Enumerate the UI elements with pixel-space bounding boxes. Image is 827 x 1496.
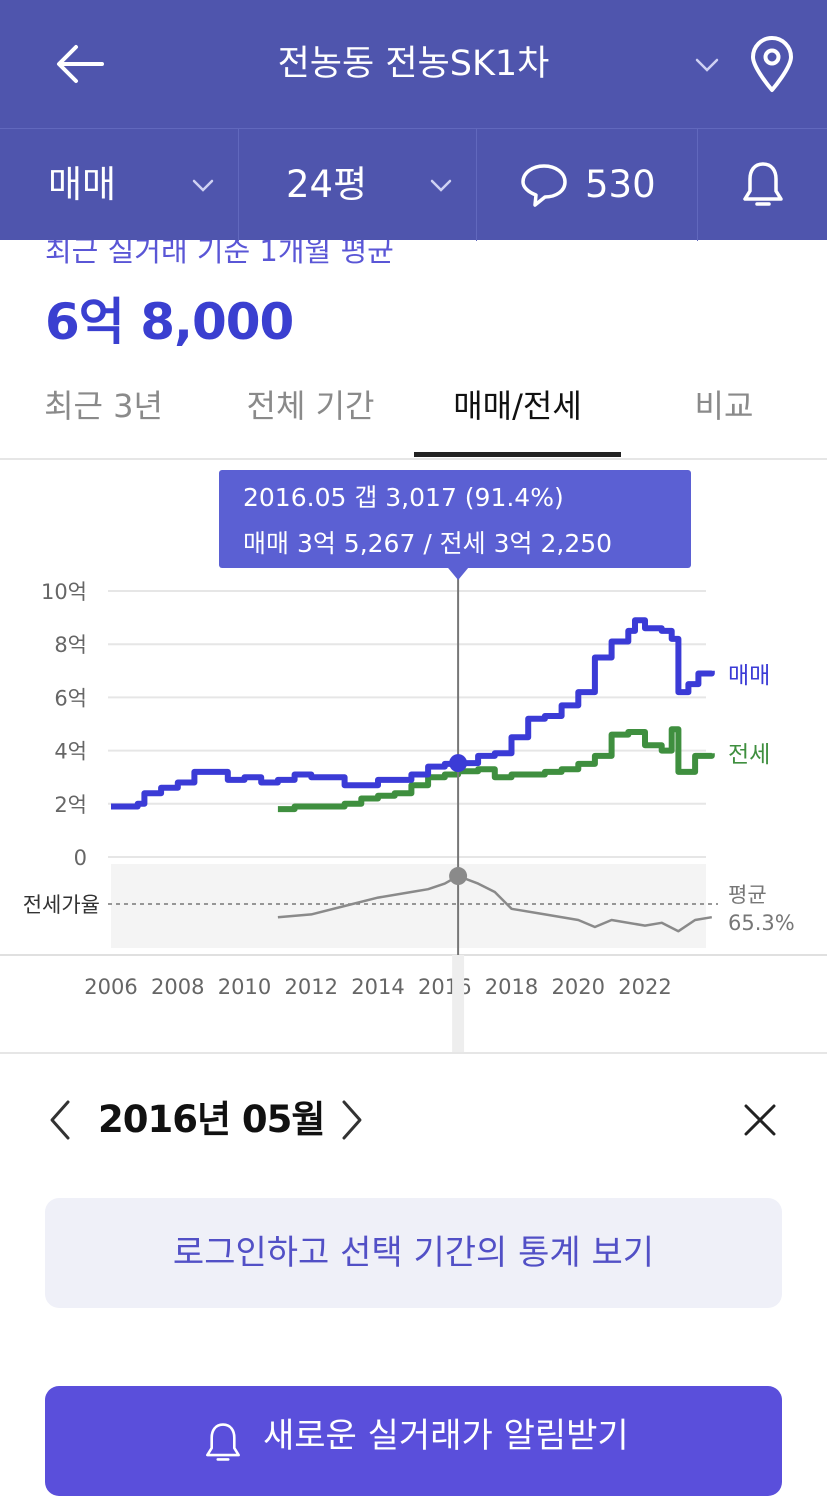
- back-arrow-icon: [57, 45, 104, 83]
- tooltip-box: [219, 470, 691, 568]
- login-stats-button[interactable]: 로그인하고 선택 기간의 통계 보기: [45, 1198, 782, 1308]
- notification-button[interactable]: [698, 129, 827, 241]
- tab-compare[interactable]: 비교: [694, 387, 754, 425]
- jeonse-ratio-line: [277, 874, 713, 933]
- date-navigator: 2016년 05월: [0, 1088, 827, 1152]
- chevron-right-icon: [342, 1100, 362, 1140]
- x-tick-label: 2010: [218, 975, 271, 999]
- tooltip-prices: 매매 3억 5,267 / 전세 3억 2,250: [243, 529, 612, 558]
- tab-recent-3-years[interactable]: 최근 3년: [44, 387, 163, 425]
- tab-all-period[interactable]: 전체 기간: [246, 387, 375, 425]
- chevron-down-icon: [192, 179, 214, 192]
- x-tick-label: 2014: [351, 975, 404, 999]
- period-tabs: 최근 3년 전체 기간 매매/전세 비교: [0, 370, 827, 460]
- x-tick-label: 2022: [618, 975, 671, 999]
- x-tick-label: 2020: [552, 975, 605, 999]
- average-price: 6억 8,000: [45, 293, 294, 351]
- location-button[interactable]: [748, 34, 796, 94]
- title-dropdown-button[interactable]: [690, 48, 724, 82]
- sale-line: [111, 617, 715, 810]
- next-month-button[interactable]: [330, 1098, 370, 1142]
- sale-series-label: 매매: [728, 663, 770, 689]
- active-tab-indicator: [414, 452, 621, 457]
- y-tick-label: 10억: [41, 580, 87, 604]
- apartment-title[interactable]: 전농동 전농SK1차: [277, 44, 550, 84]
- selected-date: 2016년 05월: [98, 1098, 325, 1141]
- top-bar: 전농동 전농SK1차: [0, 0, 827, 128]
- x-tick-label: 2008: [151, 975, 204, 999]
- tooltip: 2016.05 갭 3,017 (91.4%) 매매 3억 5,267 / 전세…: [219, 470, 691, 580]
- bell-icon: [743, 162, 783, 206]
- chevron-down-icon: [695, 58, 719, 72]
- jeonse-series-label: 전세: [728, 742, 770, 768]
- comments-button[interactable]: 530: [477, 129, 698, 241]
- price-alert-button[interactable]: 새로운 실거래가 알림받기: [45, 1386, 782, 1496]
- chevron-down-icon: [430, 179, 452, 192]
- y-axis: 10억 8억 6억 4억 2억 0: [41, 580, 706, 870]
- area-select[interactable]: 24평: [239, 129, 477, 241]
- map-pin-icon: [751, 36, 793, 92]
- bell-icon: [206, 1423, 240, 1461]
- selected-sale-point: [449, 754, 468, 773]
- cursor-band: [452, 955, 465, 1052]
- tooltip-pointer: [448, 568, 469, 580]
- filter-bar: 매매 24평 530: [0, 128, 827, 241]
- price-chart[interactable]: 10억 8억 6억 4억 2억 0 전세가율 평균 65.3% 2006 2008 2010 2…: [0, 458, 827, 1058]
- x-tick-label: 2018: [485, 975, 538, 999]
- previous-month-button[interactable]: [42, 1098, 82, 1142]
- y-tick-label: 6억: [54, 686, 87, 710]
- comment-count: 530: [585, 163, 656, 206]
- price-alert-label: 새로운 실거래가 알림받기: [263, 1416, 629, 1456]
- area-label: 24평: [286, 163, 368, 206]
- ratio-average-value: 65.3%: [728, 911, 795, 935]
- ratio-average-label: 평균: [728, 883, 767, 907]
- chevron-left-icon: [50, 1100, 70, 1140]
- ratio-label: 전세가율: [23, 893, 100, 917]
- selected-ratio-point: [449, 867, 468, 886]
- trade-type-select[interactable]: 매매: [0, 129, 239, 241]
- y-tick-label: 2억: [54, 793, 87, 817]
- app-header: 전농동 전농SK1차 매매 24평: [0, 0, 827, 241]
- jeonse-line: [277, 726, 715, 813]
- back-button[interactable]: [52, 36, 108, 92]
- close-icon: [744, 1104, 776, 1136]
- close-button[interactable]: [740, 1100, 780, 1140]
- chart-bottom-divider: [0, 1052, 827, 1054]
- x-tick-label: 2006: [84, 975, 137, 999]
- tooltip-gap: 2016.05 갭 3,017 (91.4%): [243, 483, 564, 512]
- y-tick-label: 4억: [54, 740, 87, 764]
- trade-type-label: 매매: [48, 163, 117, 206]
- y-tick-label: 8억: [54, 633, 87, 657]
- x-axis: 2006 2008 2010 2012 2014 2016 2018 2020 2022: [84, 975, 671, 999]
- ratio-band-background: [111, 864, 706, 948]
- tab-sale-jeonse[interactable]: 매매/전세: [453, 387, 582, 425]
- speech-bubble-icon: [521, 164, 567, 207]
- y-tick-label: 0: [74, 846, 87, 870]
- x-tick-label: 2012: [285, 975, 338, 999]
